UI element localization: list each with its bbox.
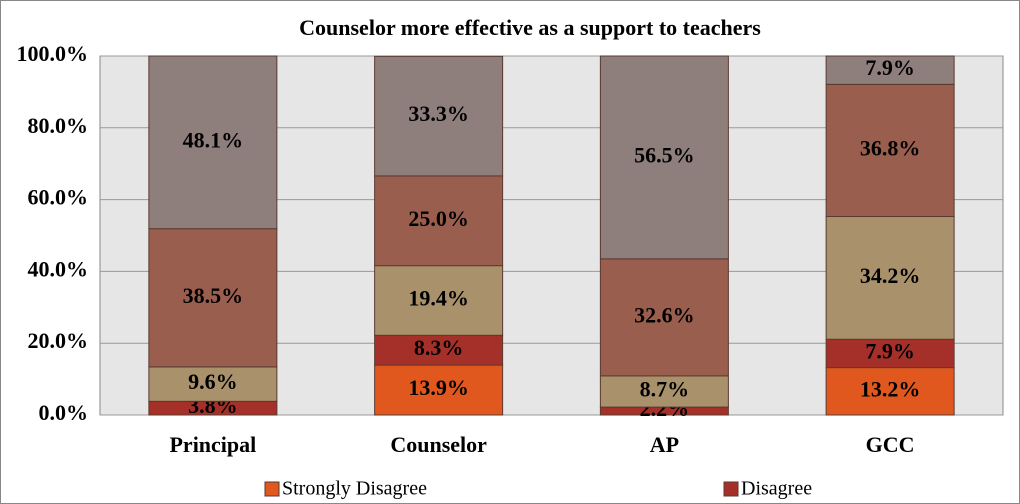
legend-swatch: [264, 481, 280, 497]
y-tick-label: 20.0%: [28, 328, 89, 353]
bar-segment: [374, 265, 504, 336]
data-label: 33.3%: [408, 101, 469, 126]
data-label: 25.0%: [408, 206, 469, 231]
data-label: 8.3%: [414, 335, 464, 360]
bar-segment: [825, 83, 955, 217]
bar-segment: [599, 55, 729, 260]
bar-segment: [825, 215, 955, 340]
bar-segment: [374, 55, 504, 177]
y-tick-label: 80.0%: [28, 113, 89, 138]
data-label: 34.2%: [860, 263, 921, 288]
data-label: 8.7%: [640, 377, 690, 402]
data-label: 38.5%: [183, 283, 244, 308]
bar-segment: [825, 338, 955, 369]
y-tick-label: 60.0%: [28, 185, 89, 210]
data-label: 56.5%: [634, 142, 695, 167]
data-label: 7.9%: [865, 55, 915, 80]
x-tick-label: GCC: [866, 432, 915, 457]
data-label: 13.9%: [408, 375, 469, 400]
data-label: 13.2%: [860, 376, 921, 401]
x-tick-label: Principal: [169, 432, 256, 457]
legend-label: Disagree: [741, 478, 812, 500]
legend-label: Strongly Disagree: [282, 478, 427, 500]
legend-swatch: [723, 481, 739, 497]
bar-segment: [148, 55, 278, 230]
data-label: 9.6%: [188, 369, 238, 394]
y-tick-label: 0.0%: [39, 400, 89, 425]
data-label: 36.8%: [860, 135, 921, 160]
x-tick-label: AP: [650, 432, 679, 457]
chart-title: Counselor more effective as a support to…: [299, 15, 761, 40]
data-label: 48.1%: [183, 127, 244, 152]
data-label: 19.4%: [408, 286, 469, 311]
x-tick-label: Counselor: [390, 432, 487, 457]
bar-segment: [599, 375, 729, 408]
bar-segment: [374, 334, 504, 366]
bar-segment: [825, 55, 955, 85]
y-tick-label: 40.0%: [28, 256, 89, 281]
data-label: 32.6%: [634, 302, 695, 327]
data-label: 7.9%: [865, 338, 915, 363]
y-tick-label: 100.0%: [17, 41, 89, 66]
bar-segment: [374, 364, 504, 416]
